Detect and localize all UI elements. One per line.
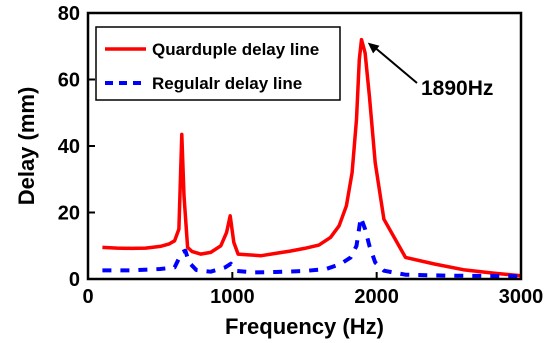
y-tick-label: 0 [69, 269, 80, 291]
annotation-arrowhead [367, 42, 380, 54]
plot-frame [86, 11, 523, 281]
y-tick-label: 80 [58, 3, 80, 25]
legend-box [95, 26, 341, 101]
ticks-layer: 0 1000 2000 3000 0 20 40 60 80 [58, 3, 544, 308]
x-tick-label: 3000 [499, 286, 544, 308]
annotation: 1890Hz [367, 42, 493, 100]
x-tick-label: 0 [82, 286, 93, 308]
x-tick-label: 2000 [354, 286, 399, 308]
y-axis-title: Delay (mm) [14, 87, 39, 206]
y-tick-label: 40 [58, 136, 80, 158]
series-line-quarduple [102, 37, 522, 278]
y-tick-label: 60 [58, 70, 80, 92]
x-tick-label: 1000 [210, 286, 255, 308]
annotation-arrow [373, 45, 418, 84]
y-tick-label: 20 [58, 203, 80, 225]
annotation-label: 1890Hz [421, 77, 493, 100]
x-axis-title: Frequency (Hz) [225, 314, 384, 339]
series-line-regular [102, 215, 522, 279]
series-layer [102, 37, 522, 279]
legend-label-quarduple: Quarduple delay line [152, 40, 319, 59]
legend-label-regular: Regulalr delay line [152, 74, 302, 93]
legend: Quarduple delay line Regulalr delay line [95, 26, 341, 101]
